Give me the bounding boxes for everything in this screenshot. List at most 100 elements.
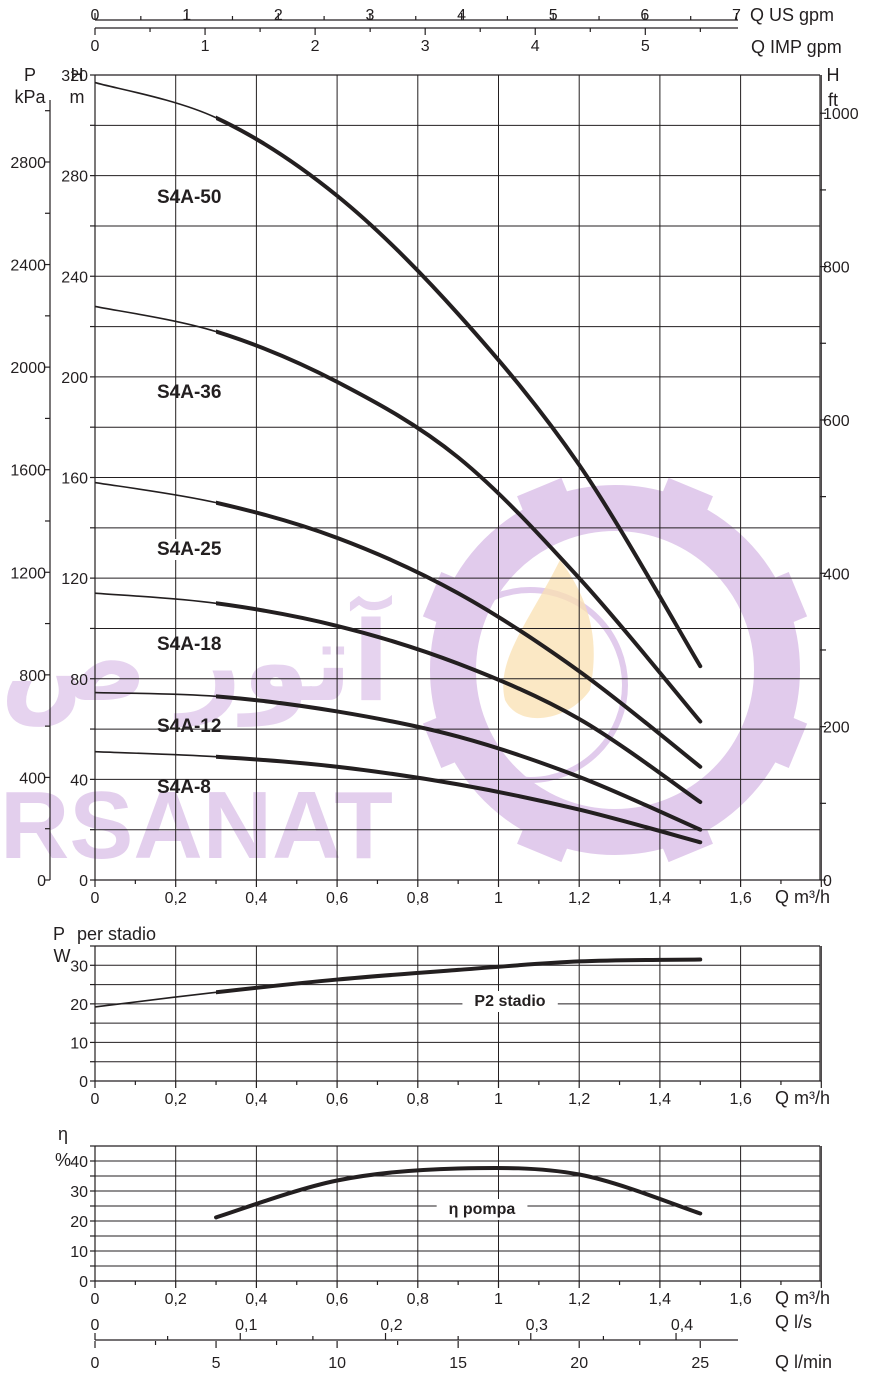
series-label: S4A-50 <box>157 187 221 208</box>
curve-line <box>216 500 703 769</box>
x-tick-label: 0,2 <box>165 890 187 907</box>
us-gpm-tick-label: 4 <box>457 7 466 24</box>
us-gpm-unit-label: Q US gpm <box>750 5 834 25</box>
ls-unit-label: Q l/s <box>775 1312 812 1332</box>
pressure-tick-label: 2000 <box>10 360 46 377</box>
y-tick-label: 30 <box>70 958 88 975</box>
y-unit-label: H <box>71 65 84 85</box>
lmin-tick-label: 5 <box>212 1355 221 1372</box>
x-tick-label: 0,2 <box>165 1291 187 1308</box>
pressure-tick-label: 400 <box>19 770 46 787</box>
x-tick-label: 0 <box>91 1091 100 1108</box>
imp-gpm-tick-label: 0 <box>91 38 100 55</box>
ls-tick-label: 0,2 <box>380 1317 402 1334</box>
y-tick-label: 40 <box>70 772 88 789</box>
y-unit-sub-label: m <box>70 87 85 107</box>
y-tick-label: 20 <box>70 1214 88 1231</box>
imp-gpm-tick-label: 1 <box>201 38 210 55</box>
pressure-tick-label: 2800 <box>10 155 46 172</box>
y-tick-label: 20 <box>70 997 88 1014</box>
x-tick-label: 1,2 <box>568 890 590 907</box>
x-tick-label: 0 <box>91 1291 100 1308</box>
curve-line <box>216 754 703 845</box>
power-unit-label: P <box>53 924 65 944</box>
x-tick-label: 0,2 <box>165 1091 187 1108</box>
lmin-tick-label: 10 <box>328 1355 346 1372</box>
series-label: η pompa <box>449 1201 516 1218</box>
watermark-gear <box>422 477 808 863</box>
label-backing <box>462 991 558 1012</box>
series-label: P2 stadio <box>474 993 545 1010</box>
ls-tick-label: 0 <box>91 1317 100 1334</box>
axes <box>45 13 826 1348</box>
x-tick-label: 1 <box>494 1291 503 1308</box>
ft-tick-label: 200 <box>823 720 850 737</box>
ft-tick-label: 800 <box>823 260 850 277</box>
y-tick-label: 200 <box>61 370 88 387</box>
pressure-tick-label: 1200 <box>10 565 46 582</box>
ls-tick-label: 0,4 <box>671 1317 693 1334</box>
right-unit-sub-label: ft <box>828 90 838 110</box>
curve-line-thin <box>94 958 701 1008</box>
y-tick-label: 0 <box>79 1274 88 1291</box>
us-gpm-tick-label: 6 <box>640 7 649 24</box>
curve-line <box>216 115 703 669</box>
ft-tick-label: 600 <box>823 413 850 430</box>
ls-tick-label: 0,1 <box>235 1317 257 1334</box>
imp-gpm-unit-label: Q IMP gpm <box>751 37 842 57</box>
curve-line <box>216 957 703 995</box>
curve-line <box>216 329 703 724</box>
watermark-text-persian: آتور ص <box>0 594 392 727</box>
eta-unit-label: η <box>58 1124 68 1144</box>
ft-tick-label: 0 <box>823 873 832 890</box>
pressure-unit-sub-label: kPa <box>14 87 46 107</box>
x-unit-label: Q m³/h <box>775 887 830 907</box>
ft-tick-label: 400 <box>823 566 850 583</box>
us-gpm-tick-label: 5 <box>549 7 558 24</box>
x-tick-label: 1,4 <box>649 1091 671 1108</box>
watermark-text-latin: RSANAT <box>0 772 393 879</box>
lmin-tick-label: 20 <box>570 1355 588 1372</box>
lmin-tick-label: 0 <box>91 1355 100 1372</box>
series-label: S4A-18 <box>157 634 221 655</box>
tick-labels: 0 0,2 0,4 0,6 0,8 1 1,2 1,4 1,604080120160200240… <box>10 7 858 1372</box>
series-labels: S4A-50 S4A-36 S4A-25 S4A-18 S4A-12 S4A-8 P2 st… <box>154 187 558 1220</box>
x-tick-label: 0,8 <box>407 1291 429 1308</box>
lmin-tick-label: 15 <box>449 1355 467 1372</box>
lmin-unit-label: Q l/min <box>775 1352 832 1372</box>
y-tick-label: 160 <box>61 471 88 488</box>
y-tick-label: 10 <box>70 1035 88 1052</box>
imp-gpm-tick-label: 3 <box>421 38 430 55</box>
power-unit-sub-label: W <box>54 946 71 966</box>
pressure-tick-label: 1600 <box>10 463 46 480</box>
ft-tick-label: 1000 <box>823 106 859 123</box>
series-label: S4A-25 <box>157 539 222 560</box>
y-tick-label: 320 <box>61 68 88 85</box>
y-tick-label: 30 <box>70 1184 88 1201</box>
power-unit-suffix: per stadio <box>77 924 156 944</box>
x-tick-label: 1 <box>494 890 503 907</box>
x-tick-label: 0,8 <box>407 890 429 907</box>
x-tick-label: 0,6 <box>326 1091 348 1108</box>
x-tick-label: 1,4 <box>649 890 671 907</box>
us-gpm-tick-label: 7 <box>732 7 741 24</box>
y-tick-label: 40 <box>70 1154 88 1171</box>
y-tick-label: 240 <box>61 269 88 286</box>
pressure-tick-label: 2400 <box>10 258 46 275</box>
x-tick-label: 1 <box>494 1091 503 1108</box>
x-tick-label: 1,6 <box>729 1291 751 1308</box>
curves <box>94 81 703 1220</box>
x-tick-label: 0 <box>91 890 100 907</box>
y-tick-label: 120 <box>61 571 88 588</box>
x-tick-label: 1,6 <box>729 890 751 907</box>
pressure-tick-label: 800 <box>19 668 46 685</box>
watermark: RSANAT آتور ص <box>0 477 808 879</box>
ls-tick-label: 0,3 <box>526 1317 548 1334</box>
x-tick-label: 1,2 <box>568 1091 590 1108</box>
y-tick-label: 0 <box>79 873 88 890</box>
x-tick-label: 1,4 <box>649 1291 671 1308</box>
pressure-unit-label: P <box>24 65 36 85</box>
us-gpm-tick-label: 0 <box>91 7 100 24</box>
us-gpm-tick-label: 2 <box>274 7 283 24</box>
